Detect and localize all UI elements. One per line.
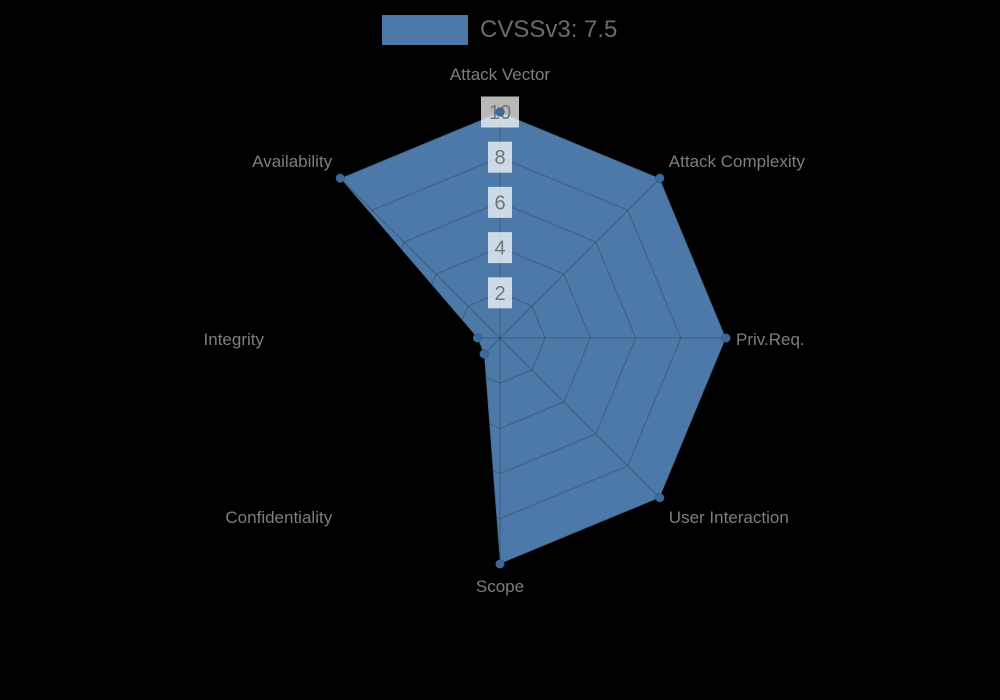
- data-point-availability: [335, 173, 346, 184]
- legend-label: CVSSv3: 7.5: [480, 16, 618, 43]
- grid-spoke-attack-complexity: [499, 177, 661, 339]
- grid-spoke-availability: [339, 177, 501, 339]
- axis-label-integrity: Integrity: [204, 330, 265, 349]
- grid-ring-8: [318, 156, 682, 520]
- legend-swatch: [382, 15, 468, 45]
- axis-label-confidentiality: Confidentiality: [225, 508, 332, 527]
- tick-label-8: 8: [494, 147, 505, 169]
- grid-ring-2: [454, 292, 546, 384]
- tick-backdrop-8: [488, 141, 512, 173]
- data-point-user-interaction: [654, 492, 665, 503]
- axis-label-scope: Scope: [476, 577, 524, 596]
- data-point-integrity: [472, 333, 483, 343]
- data-point-priv-req: [721, 333, 731, 343]
- data-point-confidentiality: [479, 349, 489, 359]
- grid-spoke-user-interaction: [499, 337, 661, 499]
- grid-ring-6: [363, 201, 637, 475]
- grid-spoke-confidentiality: [339, 337, 501, 499]
- tick-backdrop-2: [488, 277, 512, 309]
- tick-label-6: 6: [494, 192, 505, 214]
- grid-ring-4: [408, 246, 592, 430]
- tick-label-4: 4: [494, 238, 505, 260]
- data-point-attack-complexity: [654, 173, 665, 184]
- data-point-scope: [495, 559, 505, 569]
- data-point-attack-vector: [495, 107, 505, 117]
- tick-label-2: 2: [494, 283, 505, 305]
- chart-legend[interactable]: CVSSv3: 7.5: [382, 15, 617, 45]
- axis-label-availability: Availability: [252, 152, 333, 171]
- tick-backdrop-6: [488, 186, 512, 218]
- axis-label-attack-complexity: Attack Complexity: [669, 152, 806, 171]
- axis-label-attack-vector: Attack Vector: [450, 65, 550, 84]
- axis-label-user-interaction: User Interaction: [669, 508, 789, 527]
- tick-backdrop-4: [488, 232, 512, 264]
- axis-label-priv-req: Priv.Req.: [736, 330, 805, 349]
